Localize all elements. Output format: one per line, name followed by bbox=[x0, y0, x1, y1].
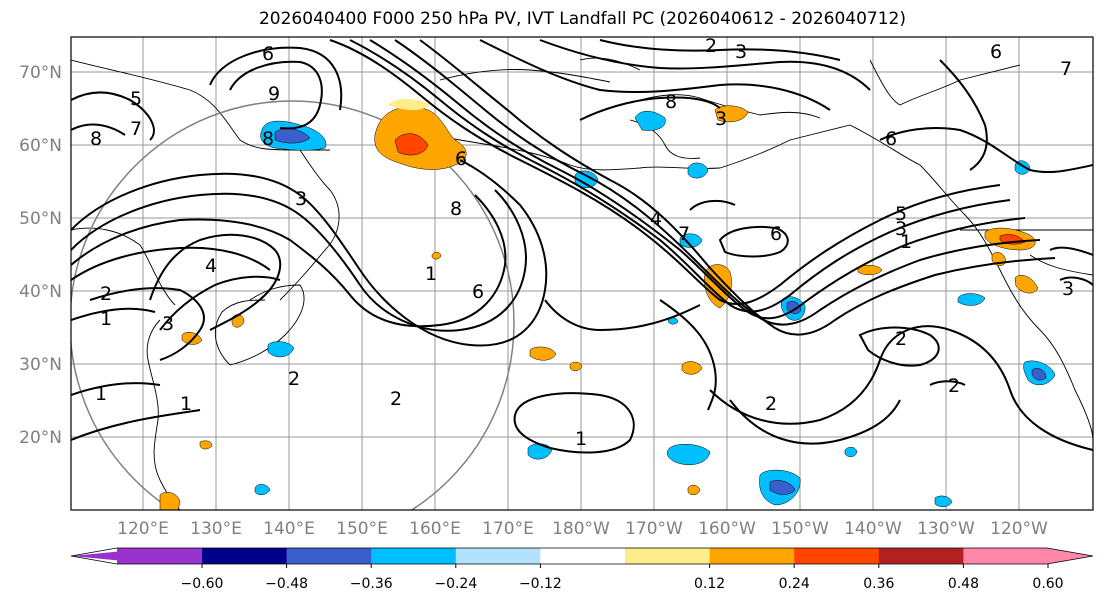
contour-label: 1 bbox=[575, 428, 587, 450]
contour-label: 2 bbox=[765, 393, 777, 415]
colorbar-segment bbox=[371, 548, 457, 564]
contour-label: 5 bbox=[895, 203, 907, 225]
colorbar-extend-max bbox=[1047, 548, 1093, 564]
region-circle bbox=[71, 100, 515, 510]
colorbar-segment bbox=[202, 548, 288, 564]
colorbar-segment bbox=[455, 548, 541, 564]
contour-label: 1 bbox=[100, 308, 112, 330]
lon-label: 120°E bbox=[117, 519, 169, 539]
lon-label: 180°W bbox=[552, 519, 610, 539]
lon-label: 140°E bbox=[263, 519, 315, 539]
map-border bbox=[70, 36, 1094, 511]
contour-label-group: 1 2 3 4 3 1 1 5 8 7 6 9 8 8 6 1 6 2 3 8 bbox=[90, 35, 1074, 450]
lat-label: 70°N bbox=[19, 63, 62, 83]
contour-label: 6 bbox=[262, 43, 274, 65]
lat-label: 50°N bbox=[19, 209, 62, 229]
lon-label: 150°W bbox=[771, 519, 829, 539]
lat-label: 30°N bbox=[19, 355, 62, 375]
contour-label: 2 bbox=[948, 375, 960, 397]
contour-label: 6 bbox=[990, 41, 1002, 63]
lon-label: 120°W bbox=[990, 519, 1048, 539]
map-area bbox=[71, 37, 1093, 510]
lon-label: 170°E bbox=[482, 519, 534, 539]
colorbar-segment bbox=[963, 548, 1047, 564]
colorbar-tick-label: −0.36 bbox=[350, 576, 393, 592]
colorbar-segment bbox=[794, 548, 880, 564]
contour-label: 6 bbox=[472, 281, 484, 303]
contour-label: 8 bbox=[90, 128, 102, 150]
lon-labels: 120°E 130°E 140°E 150°E 160°E 170°E 180°… bbox=[117, 519, 1048, 539]
lon-label: 170°W bbox=[625, 519, 683, 539]
contour-label: 2 bbox=[895, 328, 907, 350]
contour-label: 6 bbox=[885, 128, 897, 150]
lat-label: 20°N bbox=[19, 428, 62, 448]
contour-lines bbox=[71, 39, 1093, 454]
colorbar-ticks: −0.60 −0.48 −0.36 −0.24 −0.12 0.12 0.24 0.36 0.4… bbox=[181, 564, 1064, 592]
contour-label: 9 bbox=[268, 83, 280, 105]
contour-label: 1 bbox=[900, 231, 912, 253]
contour-label: 3 bbox=[895, 218, 907, 240]
lon-label: 160°W bbox=[698, 519, 756, 539]
colorbar-segment bbox=[625, 548, 711, 564]
contour-label: 4 bbox=[650, 208, 662, 230]
gridlines bbox=[71, 37, 1093, 510]
contour-label: 3 bbox=[295, 188, 307, 210]
contour-label: 2 bbox=[100, 283, 112, 305]
contour-label: 3 bbox=[1062, 278, 1074, 300]
colorbar-tick-label: −0.12 bbox=[519, 576, 562, 592]
lon-label: 140°W bbox=[844, 519, 902, 539]
lat-label: 40°N bbox=[19, 282, 62, 302]
colorbar-tick-label: 0.48 bbox=[948, 576, 979, 592]
colorbar-tick-label: −0.48 bbox=[265, 576, 308, 592]
contour-label: 8 bbox=[665, 91, 677, 113]
lon-label: 160°E bbox=[409, 519, 461, 539]
contour-label: 7 bbox=[678, 223, 690, 245]
colorbar-tick-label: 0.36 bbox=[863, 576, 894, 592]
colorbar-segment bbox=[286, 548, 372, 564]
contour-label: 8 bbox=[450, 198, 462, 220]
colorbar-segment bbox=[117, 548, 202, 564]
colorbar-outline bbox=[70, 547, 1094, 565]
colorbar-tick-label: 0.60 bbox=[1032, 576, 1063, 592]
lon-label: 150°E bbox=[336, 519, 388, 539]
contour-label: 3 bbox=[735, 41, 747, 63]
contour-label: 8 bbox=[262, 128, 274, 150]
contour-label: 5 bbox=[130, 88, 142, 110]
contour-label: 1 bbox=[95, 383, 107, 405]
colorbar-segment bbox=[709, 548, 795, 564]
contour-label: 1 bbox=[425, 263, 437, 285]
colorbar bbox=[70, 547, 1094, 565]
lon-label: 130°E bbox=[190, 519, 242, 539]
colorbar-tick-label: 0.24 bbox=[779, 576, 810, 592]
contour-label: 6 bbox=[770, 223, 782, 245]
colorbar-tick-label: 0.12 bbox=[694, 576, 725, 592]
colorbar-tick-label: −0.60 bbox=[181, 576, 224, 592]
lat-labels: 70°N 60°N 50°N 40°N 30°N 20°N bbox=[19, 63, 62, 448]
colorbar-tick-label: −0.24 bbox=[434, 576, 477, 592]
contour-label: 4 bbox=[205, 255, 217, 277]
figure-title: 2026040400 F000 250 hPa PV, IVT Landfall… bbox=[258, 9, 906, 29]
colorbar-segment bbox=[540, 548, 626, 564]
shading-blobs bbox=[159, 98, 1056, 510]
contour-label: 6 bbox=[455, 148, 467, 170]
contour-label: 2 bbox=[288, 368, 300, 390]
contour-label: 2 bbox=[705, 35, 717, 57]
contour-label: 7 bbox=[130, 118, 142, 140]
contour-label: 2 bbox=[390, 388, 402, 410]
colorbar-segment bbox=[878, 548, 964, 564]
lat-label: 60°N bbox=[19, 136, 62, 156]
lon-label: 130°W bbox=[917, 519, 975, 539]
contour-label: 7 bbox=[1060, 58, 1072, 80]
contour-label: 3 bbox=[715, 108, 727, 130]
contour-label: 3 bbox=[162, 313, 174, 335]
contour-label: 1 bbox=[180, 393, 192, 415]
